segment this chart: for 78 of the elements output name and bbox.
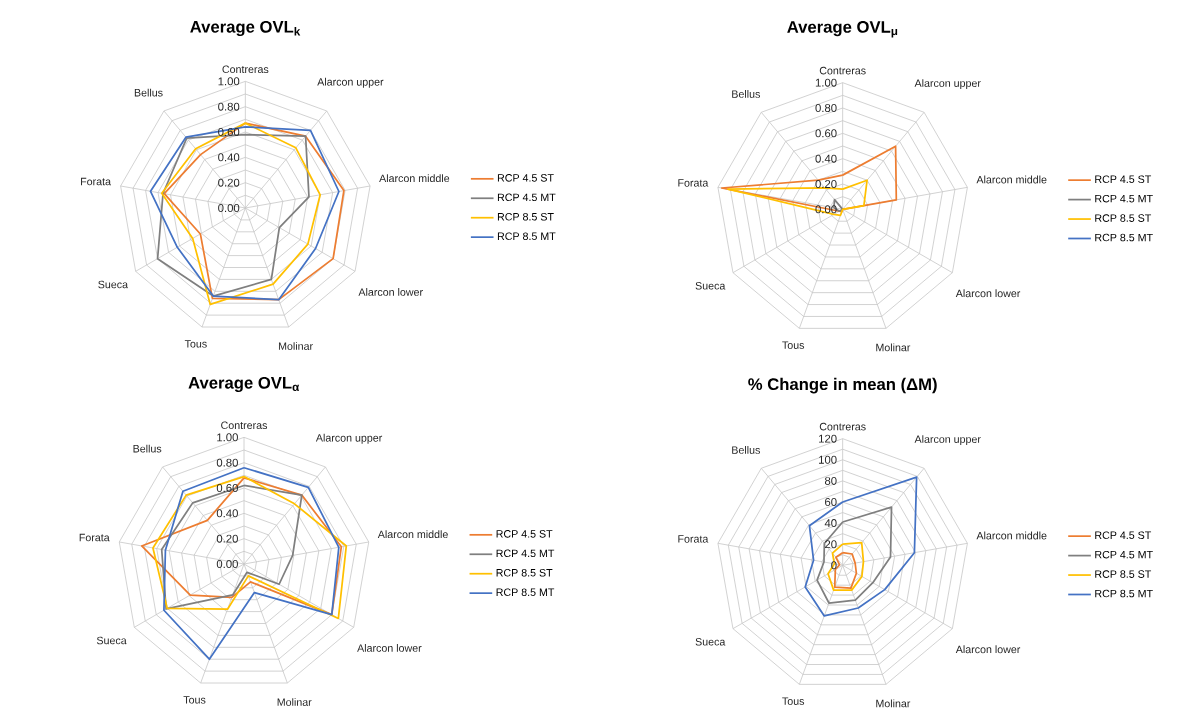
- legend-label: RCP 4.5 MT: [496, 549, 555, 558]
- spoke-label: Alarcon upper: [315, 433, 383, 444]
- y-tick-label: 1.00: [218, 77, 240, 86]
- spoke-label: Sueca: [98, 280, 129, 289]
- spoke-label: Alarcon upper: [914, 79, 981, 90]
- y-tick-label: 0.00: [218, 204, 240, 213]
- y-tick-label: 0.60: [815, 129, 837, 138]
- legend-label: RCP 4.5 ST: [496, 530, 553, 538]
- y-tick-label: 0.80: [216, 458, 238, 467]
- y-tick-label: 0.40: [218, 153, 240, 162]
- spoke-label: Sueca: [695, 638, 726, 646]
- y-tick-label: 0.20: [216, 534, 238, 543]
- y-tick-label: 0.20: [815, 180, 837, 189]
- legend-label: RCP 8.5 MT: [497, 232, 556, 241]
- chart-title: Average OVL$_{α}$: [188, 377, 300, 393]
- spoke-label: Alarcon upper: [317, 77, 384, 88]
- y-tick-label: 80: [824, 477, 837, 486]
- legend-label: RCP 8.5 MT: [496, 588, 555, 597]
- spoke-label: Alarcon middle: [377, 530, 448, 539]
- chart-title: Average OVL$_{μ}$: [787, 21, 898, 38]
- spoke-label: Tous: [782, 697, 805, 706]
- spoke-label: Alarcon lower: [358, 288, 423, 297]
- spoke-label: Forata: [79, 534, 110, 542]
- spoke-label: Contreras: [819, 67, 866, 75]
- y-tick-label: 1.00: [815, 78, 837, 87]
- spoke-label: Contreras: [222, 65, 269, 74]
- spoke-label: Contreras: [221, 421, 268, 430]
- spoke-label: Molinar: [876, 699, 911, 708]
- spoke-label: Bellus: [732, 90, 760, 99]
- spoke-label: Tous: [782, 341, 805, 350]
- legend-label: RCP 4.5 MT: [1095, 195, 1153, 203]
- legend-label: RCP 4.5 ST: [497, 174, 554, 182]
- y-tick-label: 40: [824, 519, 837, 528]
- legend-label: RCP 4.5 MT: [1095, 551, 1153, 559]
- y-tick-label: 100: [819, 455, 837, 464]
- spoke-label: Molinar: [876, 343, 911, 352]
- spoke-label: Contreras: [819, 423, 866, 431]
- spoke-label: Bellus: [133, 444, 162, 453]
- spoke-label: Bellus: [732, 446, 760, 455]
- y-tick-label: 120: [819, 434, 837, 443]
- spoke-label: Forata: [81, 178, 111, 186]
- legend-label: RCP 8.5 ST: [1095, 214, 1152, 223]
- spoke-label: Alarcon lower: [357, 644, 422, 653]
- y-tick-label: 0.80: [815, 104, 837, 113]
- spoke-label: Molinar: [278, 342, 313, 351]
- spoke-label: Tous: [183, 696, 206, 704]
- y-tick-label: 0.40: [815, 154, 837, 163]
- legend-label: RCP 8.5 ST: [1095, 570, 1152, 579]
- spoke-label: Molinar: [277, 698, 312, 707]
- y-tick-label: 60: [825, 498, 837, 507]
- spoke-label: Alarcon upper: [914, 435, 981, 446]
- legend-label: RCP 4.5 ST: [1095, 531, 1152, 540]
- y-tick-label: 0.40: [216, 509, 238, 518]
- spoke-label: Alarcon middle: [976, 175, 1047, 184]
- spoke-label: Forata: [678, 535, 709, 543]
- legend-label: RCP 4.5 MT: [497, 193, 556, 202]
- spoke-label: Alarcon middle: [379, 174, 450, 183]
- spoke-label: Tous: [184, 340, 207, 348]
- spoke-label: Sueca: [695, 282, 726, 290]
- y-tick-label: 0.20: [218, 178, 240, 187]
- legend-label: RCP 8.5 ST: [496, 569, 553, 577]
- legend-label: RCP 8.5 ST: [497, 213, 554, 221]
- y-tick-label: 20: [825, 540, 837, 549]
- spoke-label: Forata: [678, 179, 709, 187]
- spoke-label: Alarcon lower: [955, 645, 1021, 654]
- spoke-label: Sueca: [96, 636, 127, 645]
- y-tick-label: 0.80: [218, 102, 240, 111]
- chart-title: Average OVL$_{k}$: [190, 21, 301, 37]
- y-tick-label: 1.00: [217, 433, 238, 442]
- spoke-label: Alarcon lower: [955, 289, 1021, 298]
- spoke-label: Alarcon middle: [976, 531, 1047, 540]
- legend-label: RCP 8.5 MT: [1095, 233, 1153, 242]
- chart-title: % Change in mean (ΔM): [748, 377, 937, 394]
- y-tick-label: 0.00: [216, 560, 238, 569]
- y-tick-label: 0.00: [815, 205, 837, 214]
- spoke-label: Bellus: [134, 88, 163, 97]
- legend-label: RCP 4.5 ST: [1095, 175, 1152, 184]
- legend-label: RCP 8.5 MT: [1095, 589, 1153, 598]
